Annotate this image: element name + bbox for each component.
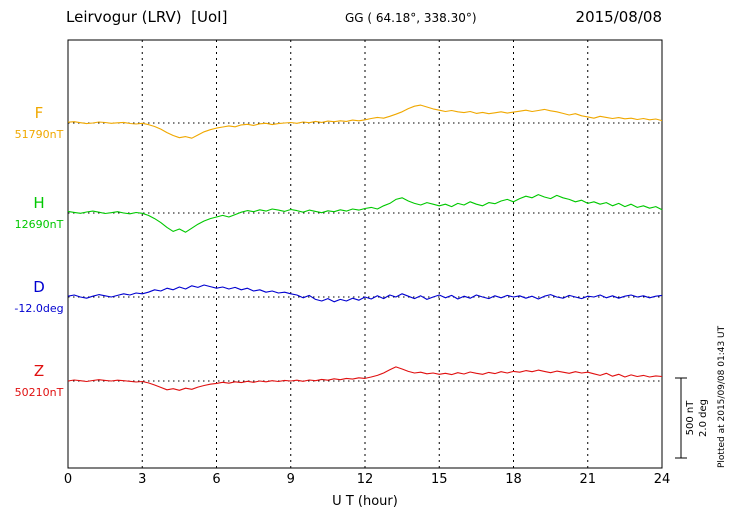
scale-bar xyxy=(675,377,687,459)
channel-baseline-value-Z: 50210nT xyxy=(14,386,64,399)
x-tick-label-9: 9 xyxy=(286,472,295,487)
trace-F xyxy=(67,104,663,139)
scale-deg-label: 2.0 deg xyxy=(698,399,709,437)
baselines xyxy=(68,122,662,382)
station-title: Leirvogur (LRV) [UoI] xyxy=(66,8,228,26)
gridlines xyxy=(141,40,589,468)
geographic-coords: GG ( 64.18°, 338.30°) xyxy=(345,11,477,25)
plotted-at-note: Plotted at 2015/09/08 01:43 UT xyxy=(717,325,727,468)
x-tick-label-21: 21 xyxy=(579,472,597,487)
x-tick-label-0: 0 xyxy=(63,472,73,487)
channel-baseline-value-D: -12.0deg xyxy=(14,302,64,315)
trace-D xyxy=(67,284,663,303)
x-axis-label: U T (hour) xyxy=(332,494,398,509)
channel-letter-Z: Z xyxy=(33,362,45,380)
trace-H xyxy=(67,194,663,233)
x-tick-label-24: 24 xyxy=(653,472,671,487)
channel-letter-D: D xyxy=(33,278,45,296)
x-tick-label-6: 6 xyxy=(212,472,221,487)
plot-border xyxy=(67,39,663,469)
plot-date: 2015/08/08 xyxy=(575,8,662,26)
channel-baseline-value-F: 51790nT xyxy=(14,128,64,141)
x-tick-label-12: 12 xyxy=(356,472,374,487)
trace-Z xyxy=(67,366,663,391)
channel-letter-F: F xyxy=(34,104,44,122)
x-tick-label-3: 3 xyxy=(138,472,147,487)
channel-baseline-value-H: 12690nT xyxy=(14,218,64,231)
x-tick-label-15: 15 xyxy=(430,472,448,487)
scale-bar-labels: 500 nT 2.0 deg xyxy=(684,378,710,458)
channel-letter-H: H xyxy=(33,194,45,212)
scale-nt-label: 500 nT xyxy=(685,400,696,436)
traces xyxy=(67,104,663,391)
x-tick-label-18: 18 xyxy=(505,472,522,487)
